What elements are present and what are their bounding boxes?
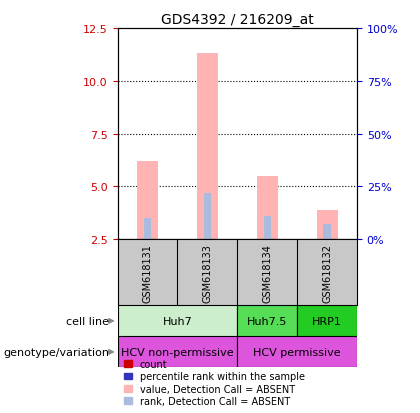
Text: Huh7.5: Huh7.5 (247, 316, 287, 326)
Bar (118, 306, 237, 337)
Bar (237, 306, 297, 337)
Text: Huh7: Huh7 (163, 316, 192, 326)
Text: GSM618131: GSM618131 (142, 243, 152, 302)
Title: GDS4392 / 216209_at: GDS4392 / 216209_at (161, 12, 314, 26)
Text: genotype/variation: genotype/variation (3, 347, 109, 357)
Text: HCV non-permissive: HCV non-permissive (121, 347, 234, 357)
Bar (204, 193, 211, 244)
Text: GSM618133: GSM618133 (202, 243, 213, 302)
Bar (118, 337, 237, 368)
Bar (137, 161, 158, 242)
Text: GSM618134: GSM618134 (262, 243, 272, 302)
Text: GSM618132: GSM618132 (322, 243, 332, 302)
Bar (317, 210, 338, 242)
Bar (264, 216, 271, 242)
Text: HRP1: HRP1 (312, 316, 342, 326)
Bar (197, 54, 218, 244)
Text: HCV permissive: HCV permissive (253, 347, 341, 357)
Bar (237, 337, 357, 368)
Bar (144, 218, 151, 242)
Text: cell line: cell line (66, 316, 109, 326)
Bar (323, 225, 331, 242)
Bar (257, 176, 278, 242)
Legend: count, percentile rank within the sample, value, Detection Call = ABSENT, rank, : count, percentile rank within the sample… (123, 357, 307, 408)
Bar (297, 306, 357, 337)
